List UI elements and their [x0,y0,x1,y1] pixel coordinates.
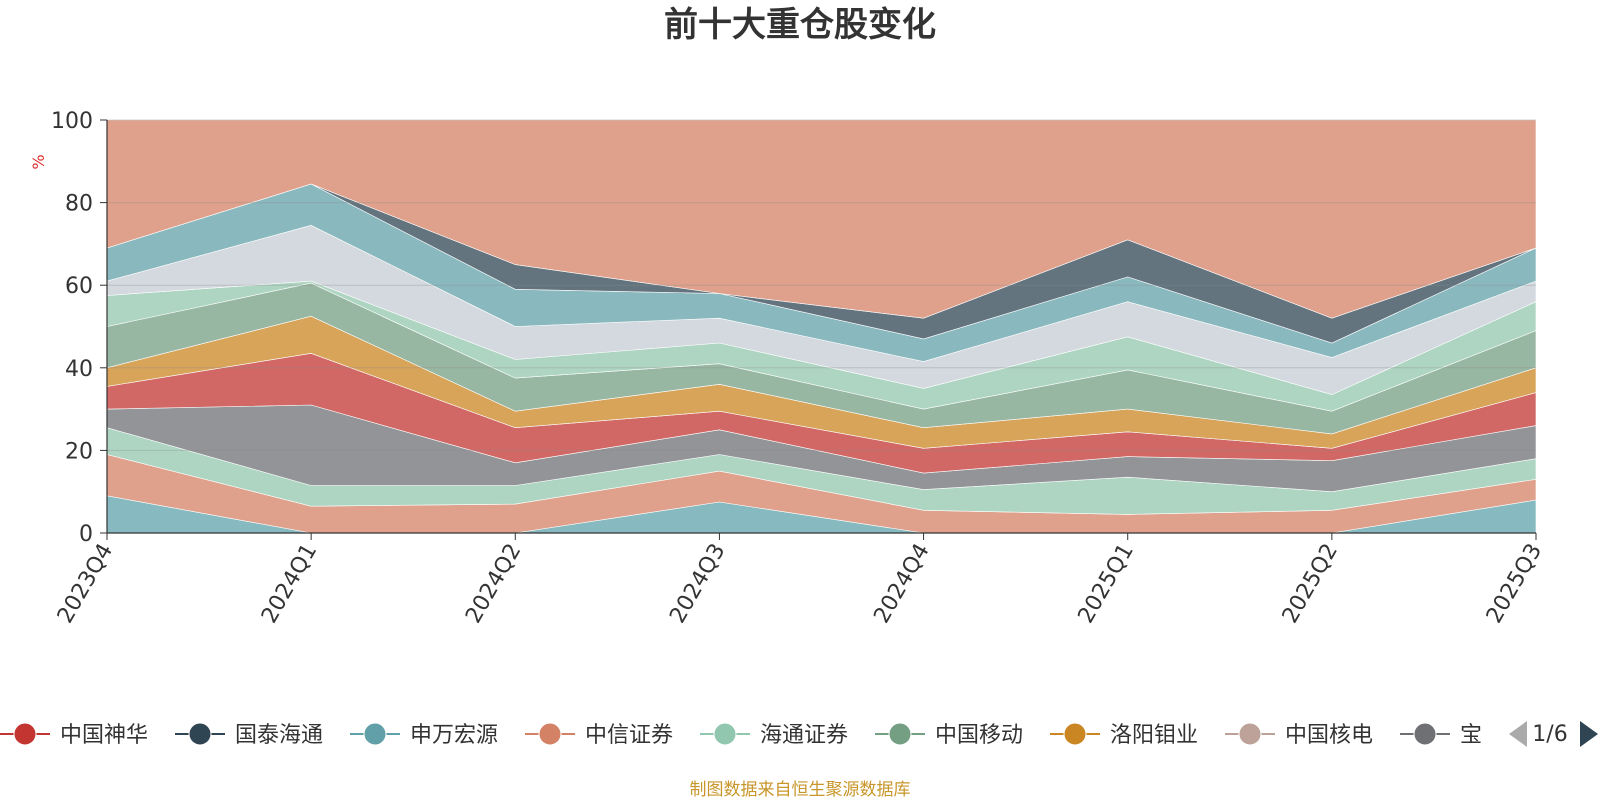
x-tick-label: 2025Q2 [1278,540,1343,628]
area-bands [106,119,1537,534]
legend-pager: 1/6 [1509,721,1598,747]
legend-prev-arrow-icon[interactable] [1509,721,1527,747]
legend-item[interactable]: 洛阳钼业 [1050,722,1198,748]
x-tick-label: 2024Q2 [461,540,526,628]
legend-items: 中国神华 国泰海通 申万宏源 中信证券 海通证券 中国移动 洛阳钼业 中国核电 宝 [0,722,1482,748]
legend-next-arrow-icon[interactable] [1580,721,1598,747]
legend-item[interactable]: 申万宏源 [350,722,498,748]
legend-marker [888,722,912,746]
legend-item[interactable]: 宝 [1400,722,1482,748]
legend-item[interactable]: 中信证券 [525,722,673,748]
x-tick-label: 2023Q4 [53,540,118,628]
legend-item[interactable]: 海通证券 [700,722,848,748]
y-tick-label: 0 [79,522,93,547]
chart-title: 前十大重仓股变化 [664,5,936,45]
y-axis: 0 20 40 60 80 100 [51,109,108,547]
legend-item[interactable]: 国泰海通 [175,722,323,748]
legend-marker [13,722,37,746]
legend-marker [538,722,562,746]
source-note: 制图数据来自恒生聚源数据库 [690,780,911,800]
legend-label: 中国神华 [60,723,148,748]
legend-item[interactable]: 中国移动 [875,722,1023,748]
y-axis-unit: % [29,154,48,169]
legend-label: 中国移动 [935,723,1023,748]
legend-label: 国泰海通 [235,723,323,748]
x-tick-label: 2025Q3 [1482,540,1547,628]
legend-marker [1063,722,1087,746]
legend-label: 洛阳钼业 [1110,723,1198,748]
legend-marker [1413,722,1437,746]
legend-label: 申万宏源 [410,723,498,748]
y-tick-label: 60 [65,274,93,299]
legend-label: 海通证券 [760,723,848,748]
x-tick-label: 2024Q3 [665,540,730,628]
legend-marker [1238,722,1262,746]
area-band [106,119,1537,319]
y-tick-label: 20 [65,439,93,464]
x-tick-label: 2025Q1 [1074,540,1139,628]
y-tick-label: 100 [51,109,93,134]
legend-marker [713,722,737,746]
x-tick-label: 2024Q4 [869,540,934,628]
legend-label: 宝 [1460,723,1482,748]
legend-page-indicator: 1/6 [1532,722,1567,747]
legend-item[interactable]: 中国神华 [0,722,148,748]
legend-label: 中国核电 [1285,723,1373,748]
legend-label: 中信证券 [585,723,673,748]
legend-item[interactable]: 中国核电 [1225,722,1373,748]
legend: 中国神华 国泰海通 申万宏源 中信证券 海通证券 中国移动 洛阳钼业 中国核电 宝 [0,722,1482,748]
legend-marker [363,722,387,746]
legend-marker [188,722,212,746]
x-tick-label: 2024Q1 [257,540,322,628]
y-tick-label: 80 [65,192,93,217]
x-axis: 2023Q4 2024Q1 2024Q2 2024Q3 2024Q4 2025Q1 2025… [53,532,1547,628]
y-tick-label: 40 [65,357,93,382]
